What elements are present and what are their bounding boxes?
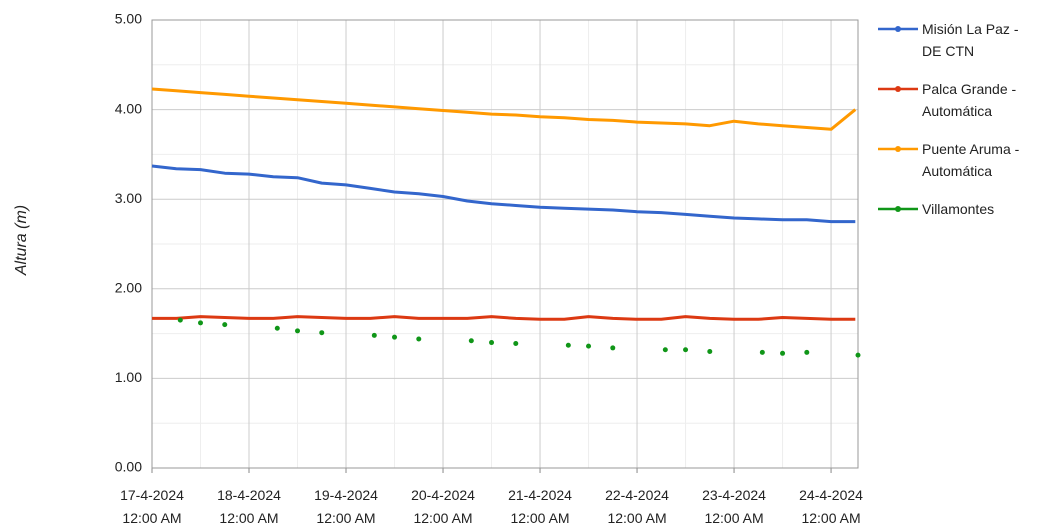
data-point xyxy=(804,349,810,355)
plot-frame xyxy=(151,19,859,469)
data-point xyxy=(222,322,228,328)
x-tick-label: 23-4-2024 12:00 AM xyxy=(702,487,766,526)
legend-label: Palca Grande - Automática xyxy=(922,81,1017,119)
x-tick-label-time: 12:00 AM xyxy=(316,510,375,526)
data-line xyxy=(152,315,856,321)
legend-label: Puente Aruma - Automática xyxy=(922,141,1020,179)
x-tick-label-time: 12:00 AM xyxy=(219,510,278,526)
y-tick-label: 2.00 xyxy=(115,280,142,296)
legend-swatch xyxy=(878,146,918,152)
x-tick-label: 24-4-2024 12:00 AM xyxy=(799,487,863,526)
data-point xyxy=(780,350,786,356)
data-point xyxy=(274,325,280,331)
x-tick-label: 17-4-2024 12:00 AM xyxy=(120,487,184,526)
data-point xyxy=(565,342,571,348)
x-tick-label-date: 19-4-2024 xyxy=(314,487,378,503)
data-point xyxy=(295,328,301,334)
data-point xyxy=(319,330,325,336)
x-tick-label-time: 12:00 AM xyxy=(704,510,763,526)
data-point xyxy=(177,317,183,323)
data-point xyxy=(662,347,668,353)
x-tick-label-date: 20-4-2024 xyxy=(411,487,475,503)
x-tick-label-date: 23-4-2024 xyxy=(702,487,766,503)
x-tick-label: 19-4-2024 12:00 AM xyxy=(314,487,378,526)
legend-item: Villamontes xyxy=(878,198,1048,220)
data-point xyxy=(198,320,204,326)
data-point xyxy=(759,349,765,355)
data-line xyxy=(151,87,857,131)
y-tick-label: 0.00 xyxy=(115,459,142,475)
data-point xyxy=(610,345,616,351)
y-tick-label: 4.00 xyxy=(115,100,142,116)
legend-item: Palca Grande - Automática xyxy=(878,78,1048,122)
x-tick-label-time: 12:00 AM xyxy=(413,510,472,526)
x-tick-label-date: 22-4-2024 xyxy=(605,487,669,503)
data-line xyxy=(151,164,856,224)
x-tick-label-date: 24-4-2024 xyxy=(799,487,863,503)
data-point xyxy=(707,349,713,355)
legend-item: Misión La Paz - DE CTN xyxy=(878,18,1048,62)
legend-label: Villamontes xyxy=(922,201,995,217)
x-tick-label-time: 12:00 AM xyxy=(510,510,569,526)
x-tick-label: 18-4-2024 12:00 AM xyxy=(217,487,281,526)
legend-swatch xyxy=(878,86,918,92)
x-tick-label-time: 12:00 AM xyxy=(801,510,860,526)
legend-swatch xyxy=(878,26,918,32)
x-tick-label: 22-4-2024 12:00 AM xyxy=(605,487,669,526)
y-axis-label: Altura (m) xyxy=(13,205,30,276)
data-point xyxy=(683,347,689,353)
x-tick-label-time: 12:00 AM xyxy=(122,510,181,526)
x-tick-label: 20-4-2024 12:00 AM xyxy=(411,487,475,526)
x-tick-label-date: 18-4-2024 xyxy=(217,487,281,503)
data-point xyxy=(392,334,398,340)
data-point xyxy=(855,352,861,358)
x-tick-label-time: 12:00 AM xyxy=(607,510,666,526)
x-tick-label-date: 21-4-2024 xyxy=(508,487,572,503)
y-tick-label: 3.00 xyxy=(115,190,142,206)
legend-item: Puente Aruma - Automática xyxy=(878,138,1048,182)
data-point xyxy=(468,338,474,344)
data-point xyxy=(371,332,377,338)
data-point xyxy=(586,343,592,349)
data-point xyxy=(489,340,495,346)
y-tick-label: 5.00 xyxy=(115,11,142,27)
x-tick-label: 21-4-2024 12:00 AM xyxy=(508,487,572,526)
data-point xyxy=(416,336,422,342)
x-tick-label-date: 17-4-2024 xyxy=(120,487,184,503)
legend-swatch xyxy=(878,206,918,212)
legend-label: Misión La Paz - DE CTN xyxy=(922,21,1019,59)
data-point xyxy=(513,340,519,346)
y-tick-label: 1.00 xyxy=(115,369,142,385)
